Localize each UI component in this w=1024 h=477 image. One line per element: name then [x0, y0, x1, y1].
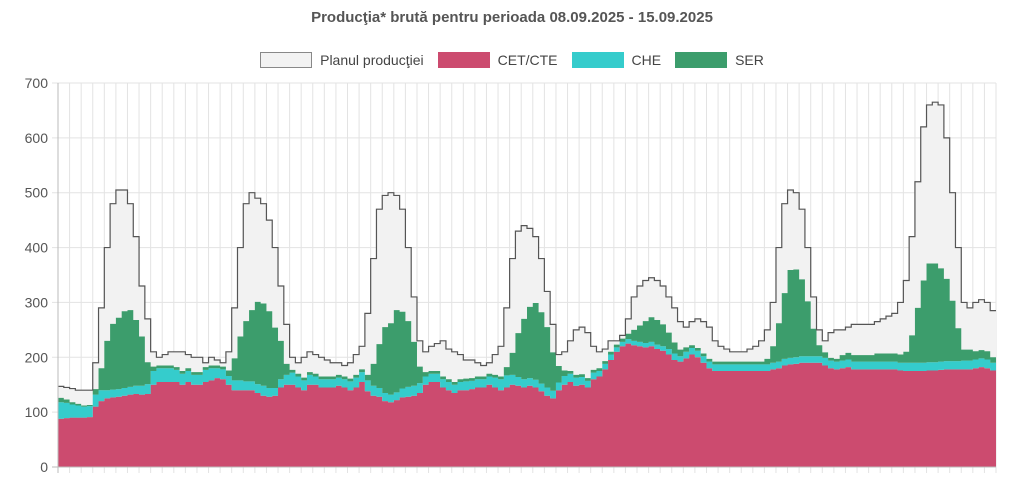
legend-label-che: CHE [631, 52, 662, 68]
legend-swatch-ser [675, 52, 728, 68]
legend-item-ser[interactable]: SER [675, 52, 764, 68]
legend-label-plan: Planul producţiei [320, 52, 424, 68]
y-tick-label: 600 [25, 130, 49, 146]
legend-swatch-che [571, 52, 624, 68]
legend-item-che[interactable]: CHE [571, 52, 662, 68]
chart-title: Producţia* brută pentru perioada 08.09.2… [311, 9, 713, 26]
y-tick-label: 300 [25, 294, 49, 310]
legend-item-cet-cte[interactable]: CET/CTE [437, 52, 558, 68]
legend-swatch-plan [260, 52, 313, 68]
legend-label-ser: SER [735, 52, 764, 68]
legend-swatch-cet-cte [437, 52, 490, 68]
y-tick-label: 400 [25, 240, 49, 256]
y-tick-label: 500 [25, 185, 49, 201]
legend: Planul producţiei CET/CTE CHE SER [0, 52, 1024, 68]
y-axis-ticks: 0 100 200 300 400 500 600 700 [25, 75, 49, 475]
axes [52, 83, 996, 473]
y-tick-label: 200 [25, 349, 49, 365]
series-area-cet-cte [58, 343, 996, 467]
y-tick-label: 700 [25, 75, 49, 91]
series-layer [58, 101, 996, 467]
series-area-ser [58, 263, 996, 407]
series-plan-outline [58, 101, 996, 391]
legend-item-plan[interactable]: Planul producţiei [260, 52, 424, 68]
legend-label-cet-cte: CET/CTE [497, 52, 558, 68]
y-tick-label: 100 [25, 404, 49, 420]
y-tick-label: 0 [40, 459, 48, 475]
